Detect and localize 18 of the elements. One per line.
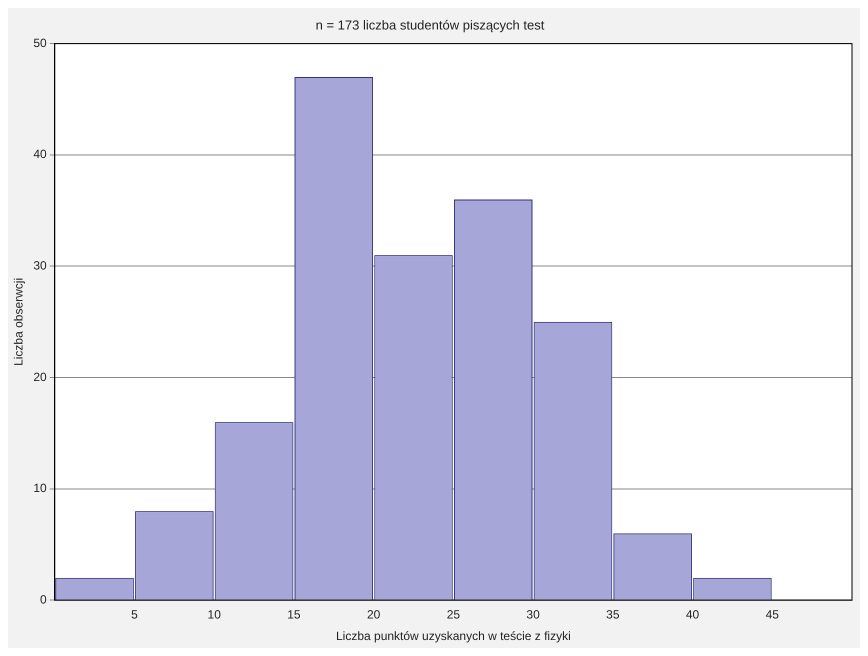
y-tick-label: 0 <box>40 592 48 607</box>
y-tick-label: 10 <box>33 481 48 496</box>
x-tick-label: 15 <box>287 608 301 622</box>
x-tick-label: 10 <box>208 608 222 622</box>
chart-title: n = 173 liczba studentów piszących test <box>316 17 545 32</box>
y-tick-label: 50 <box>33 36 48 50</box>
y-tick-label: 40 <box>33 147 48 162</box>
x-tick-label: 25 <box>446 608 460 622</box>
x-tick-label: 45 <box>766 608 780 622</box>
x-tick-label: 30 <box>526 608 540 622</box>
x-tick-label: 20 <box>366 608 381 622</box>
x-tick-label: 5 <box>131 608 138 622</box>
y-tick-label: 20 <box>33 370 48 384</box>
y-axis-title: Liczba obserwcji <box>12 278 26 366</box>
x-tick-label: 35 <box>606 608 620 622</box>
x-tick-label: 40 <box>686 608 700 622</box>
y-tick-label: 30 <box>33 258 48 273</box>
x-axis-title: Liczba punktów uzyskanych w teście z fizyki <box>336 629 571 644</box>
